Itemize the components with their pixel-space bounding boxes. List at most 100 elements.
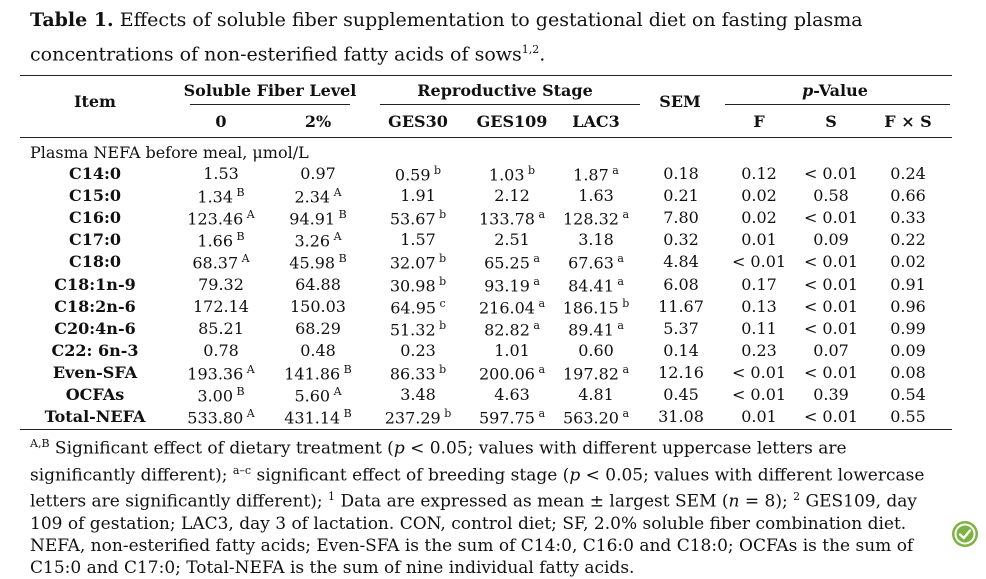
table-cell: 5.60 A: [268, 385, 368, 405]
cell-value: < 0.01: [731, 252, 787, 272]
fn-p1: p: [393, 438, 405, 459]
row-name: C18:1n-9: [54, 274, 136, 294]
cell-significance: b: [524, 164, 536, 177]
table-cell: 0.23: [709, 341, 809, 360]
fn-t6: = 8);: [739, 491, 788, 512]
cell-significance: a: [613, 274, 624, 288]
table-cell: 1.53: [171, 164, 271, 183]
cell-significance: a: [613, 318, 624, 332]
cell-value: 597.75: [478, 408, 535, 428]
cell-value: 94.91: [289, 209, 336, 229]
table-cell: 0.09: [858, 341, 958, 360]
cell-significance: b: [440, 407, 452, 421]
table-cell: < 0.01: [781, 297, 881, 316]
table-cell: 0.59 b: [368, 164, 468, 184]
cell-significance: b: [435, 252, 447, 266]
cell-value: 1.34: [197, 187, 234, 207]
cell-value: 237.29: [384, 408, 441, 428]
table-cell: 216.04 a: [462, 297, 562, 317]
cell-value: < 0.01: [731, 362, 787, 382]
cell-significance: c: [436, 296, 446, 310]
col-header-1: 2%: [304, 112, 332, 131]
table-cell: 597.75 a: [462, 407, 562, 427]
table-cell: 11.67: [631, 297, 731, 316]
cell-value: 0.55: [890, 407, 926, 427]
cell-value: 0.22: [890, 230, 926, 250]
cell-significance: a: [534, 407, 546, 421]
cell-value: 186.15: [562, 297, 619, 317]
cell-value: 141.86: [284, 364, 341, 384]
cell-significance: b: [618, 296, 630, 310]
table-cell: < 0.01: [781, 208, 881, 227]
pvalue-subrule: [725, 104, 950, 105]
table-cell: 2.51: [462, 230, 562, 249]
table-cell: 79.32: [171, 275, 271, 294]
table-cell: 1.01: [462, 341, 562, 360]
table-cell: 0.97: [268, 164, 368, 183]
table-cell: 0.78: [171, 341, 271, 360]
caption-sup: 1,2: [521, 43, 540, 56]
table-caption: Table 1. Effects of soluble fiber supple…: [30, 6, 960, 69]
table-cell: < 0.01: [781, 252, 881, 271]
cell-value: 30.98: [389, 275, 436, 295]
fiber-subrule: [190, 104, 350, 105]
check-badge-icon[interactable]: [951, 520, 979, 548]
header-pvalue: p-Value: [760, 81, 910, 100]
table-cell: 85.21: [171, 319, 271, 338]
table-cell: 1.66 B: [171, 230, 271, 250]
table-cell: < 0.01: [709, 385, 809, 404]
table-cell: 6.08: [631, 275, 731, 294]
table-cell: 93.19 a: [462, 275, 562, 295]
col-header-6: S: [825, 112, 837, 131]
cell-value: 563.20: [562, 408, 619, 428]
fn-sup-1: 1: [328, 490, 336, 504]
table-cell: 1.91: [368, 186, 468, 205]
cell-value: 64.88: [295, 274, 341, 294]
cell-value: 2.51: [494, 230, 530, 250]
cell-significance: A: [243, 208, 255, 222]
cell-value: 172.14: [193, 296, 249, 316]
cell-value: 7.80: [663, 208, 699, 228]
table-cell: 0.55: [858, 407, 958, 426]
row-name: C16:0: [68, 208, 122, 228]
bottom-rule: [20, 429, 952, 430]
table-cell: < 0.01: [781, 407, 881, 426]
cell-significance: B: [233, 385, 245, 398]
cell-significance: a: [608, 164, 619, 177]
table-cell: 30.98 b: [368, 275, 468, 295]
table-cell: 64.88: [268, 275, 368, 294]
cell-value: < 0.01: [803, 274, 859, 294]
cell-value: < 0.01: [803, 318, 859, 338]
cell-value: 65.25: [484, 253, 530, 273]
table-cell: < 0.01: [709, 363, 809, 382]
cell-value: 82.82: [484, 320, 530, 340]
table-cell: 86.33 b: [368, 363, 468, 383]
cell-value: 0.33: [890, 208, 926, 228]
table-cell: 89.41 a: [546, 319, 646, 339]
table-cell: 0.32: [631, 230, 731, 249]
table-cell: 0.45: [631, 385, 731, 404]
row-name: C17:0: [68, 230, 122, 250]
table-cell: 0.11: [709, 319, 809, 338]
table-cell: 0.02: [709, 186, 809, 205]
table-cell: 67.63 a: [546, 252, 646, 272]
cell-value: 0.66: [890, 186, 926, 206]
row-name: C18:0: [68, 252, 122, 272]
fn-sup-ab: A,B: [30, 437, 50, 450]
row-name: OCFAs: [65, 385, 125, 404]
cell-value: 0.02: [890, 252, 926, 272]
cell-significance: A: [243, 362, 255, 376]
pvalue-rest: -Value: [813, 81, 868, 100]
cell-value: 150.03: [290, 296, 346, 316]
cell-significance: B: [233, 186, 245, 200]
cell-value: 123.46: [187, 209, 244, 229]
cell-value: 0.48: [300, 340, 336, 360]
cell-value: 200.06: [478, 364, 535, 384]
table-cell: 2.12: [462, 186, 562, 205]
table-cell: 1.03 b: [462, 164, 562, 184]
table-cell: 0.18: [631, 164, 731, 183]
cell-value: 0.23: [741, 340, 777, 360]
fn-t4: < 0.05; values with different lowercase …: [30, 465, 925, 512]
cell-value: 68.29: [295, 318, 341, 338]
cell-value: 0.58: [813, 186, 849, 206]
